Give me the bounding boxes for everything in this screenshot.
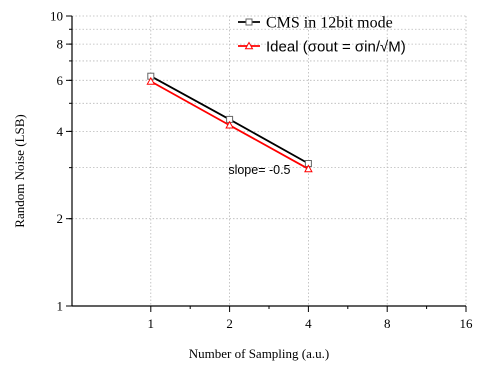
y-tick-label: 4 — [57, 124, 64, 139]
x-tick-label: 8 — [384, 316, 391, 331]
series-layer — [146, 72, 313, 173]
y-tick-label: 8 — [57, 37, 64, 52]
triangle-marker — [146, 76, 156, 85]
triangle-marker — [225, 120, 234, 129]
axis-layer — [66, 15, 467, 312]
triangle-marker — [304, 164, 313, 173]
x-tick-label: 2 — [226, 316, 233, 331]
y-axis-title: Random Noise (LSB) — [12, 114, 27, 227]
x-tick-label: 4 — [305, 316, 312, 331]
legend-item-ideal: Ideal (σout = σin/√M) — [238, 39, 406, 56]
y-tick-label: 6 — [57, 73, 64, 88]
y-tick-label: 10 — [50, 9, 63, 24]
legend: CMS in 12bit mode Ideal (σout = σin/√M) — [238, 15, 406, 56]
square-marker — [245, 18, 253, 26]
legend-label: CMS in 12bit mode — [266, 15, 393, 32]
slope-annotation: slope= -0.5 — [228, 163, 290, 177]
legend-label: Ideal (σout = σin/√M) — [266, 39, 406, 56]
y-tick-label: 2 — [57, 211, 64, 226]
y-tick-label: 1 — [57, 299, 64, 314]
legend-item-cms: CMS in 12bit mode — [238, 15, 393, 32]
grid-layer — [72, 15, 467, 306]
triangle-marker — [244, 41, 254, 50]
x-axis-title: Number of Sampling (a.u.) — [189, 346, 329, 361]
x-tick-label: 1 — [148, 316, 155, 331]
x-tick-label: 16 — [460, 316, 474, 331]
series-2 — [146, 76, 313, 173]
legend-math: (σout = σin/√M) — [303, 39, 406, 56]
